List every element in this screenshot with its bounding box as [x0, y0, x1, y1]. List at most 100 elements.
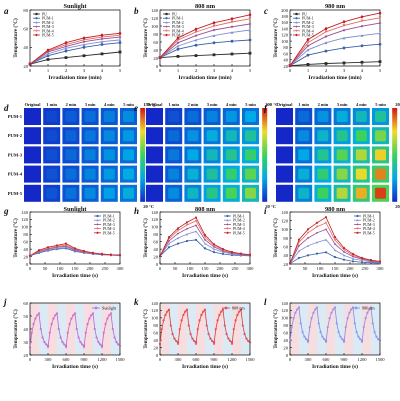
data-point: [182, 313, 185, 317]
legend-label: 980 nm: [362, 306, 375, 311]
irradiation-band: [93, 303, 102, 355]
color-bar-min: 20 °C: [395, 204, 400, 209]
data-point: [248, 341, 252, 344]
legend-marker: [226, 214, 229, 218]
data-point: [187, 324, 190, 327]
y-tick-label: 0: [26, 262, 29, 267]
data-point: [34, 317, 37, 320]
data-point: [55, 312, 59, 315]
series-line: [29, 42, 121, 65]
x-tick-label: 4: [231, 68, 234, 73]
data-point: [296, 308, 299, 311]
data-point: [324, 35, 328, 38]
data-point: [360, 261, 364, 264]
y-tick-label: 80: [153, 323, 158, 328]
y-tick-label: 20: [153, 56, 158, 61]
data-point: [118, 38, 122, 42]
data-point: [218, 313, 221, 317]
data-point: [115, 340, 118, 344]
data-point: [185, 223, 189, 227]
data-point: [350, 308, 353, 311]
series-line: [159, 29, 251, 58]
legend-marker: [35, 29, 38, 32]
data-point: [230, 341, 234, 344]
data-point: [315, 221, 319, 224]
data-point: [342, 258, 346, 261]
thermal-cell: [168, 111, 180, 122]
y-tick-label: 20: [23, 353, 28, 358]
data-point: [324, 228, 328, 231]
x-tick-label: 0: [289, 357, 292, 362]
data-point: [378, 11, 382, 15]
panel-letter-c: c: [264, 6, 268, 16]
color-bar: [140, 108, 146, 202]
data-point: [113, 336, 116, 339]
data-point: [48, 331, 51, 334]
thermal-cell: [187, 111, 199, 122]
legend-marker: [226, 231, 229, 234]
x-tick-label: 1: [307, 68, 310, 73]
y-tick-label: 120: [21, 217, 29, 222]
data-point: [205, 324, 208, 327]
data-point: [46, 48, 50, 52]
thermal-cell: [84, 111, 96, 122]
data-point: [342, 246, 346, 250]
data-point: [46, 344, 50, 347]
data-point: [100, 52, 104, 56]
data-point: [360, 256, 364, 260]
data-point: [378, 31, 382, 35]
data-point: [52, 317, 55, 320]
x-tick-label: 4: [361, 68, 364, 73]
thermal-cell: [103, 149, 115, 161]
data-point: [160, 328, 163, 331]
legend-label: PUM-5: [363, 231, 375, 235]
data-point: [326, 326, 329, 329]
thermal-cell: [279, 149, 290, 161]
series-line: [289, 43, 381, 67]
data-point: [82, 249, 86, 253]
legend-marker: [165, 29, 168, 32]
x-axis-label: Irradiation time (s): [52, 272, 98, 279]
x-tick-label: 900: [211, 357, 219, 362]
data-point: [176, 236, 180, 240]
irradiation-band: [169, 303, 178, 355]
data-point: [378, 21, 382, 25]
data-point: [323, 338, 326, 341]
data-point: [212, 53, 216, 57]
column-header: Original: [25, 102, 42, 107]
panel-letter-k: k: [134, 297, 139, 307]
irradiation-band: [30, 303, 39, 355]
data-point: [95, 336, 98, 339]
thermal-cell: [84, 130, 96, 142]
thermal-cell: [375, 111, 386, 122]
data-point: [158, 342, 162, 346]
thermal-cell: [149, 149, 160, 161]
legend-label: PUM-4: [172, 29, 184, 33]
data-point: [176, 41, 180, 45]
data-point: [335, 322, 338, 325]
data-point: [319, 330, 322, 334]
data-point: [333, 306, 337, 309]
x-tick-label: 300: [175, 357, 183, 362]
legend-label: PUM-4: [103, 227, 115, 231]
legend-marker: [226, 223, 229, 226]
thermal-cell: [149, 168, 160, 180]
x-tick-label: 900: [341, 357, 349, 362]
data-point: [360, 34, 364, 37]
thermal-cell: [317, 130, 329, 142]
legend-marker: [165, 12, 168, 16]
thermal-cell: [123, 187, 134, 199]
data-point: [193, 339, 196, 343]
data-point: [230, 342, 234, 346]
data-point: [28, 254, 32, 257]
legend-label: PUM-1: [42, 17, 54, 21]
data-point: [360, 259, 364, 262]
data-point: [333, 249, 337, 252]
data-point: [162, 319, 165, 322]
y-tick-label: 40: [283, 338, 288, 343]
legend-marker: [35, 12, 38, 16]
data-point: [59, 336, 62, 339]
x-tick-label: 200: [217, 266, 225, 271]
thermal-cell: [46, 130, 58, 142]
thermal-cell: [206, 111, 218, 122]
